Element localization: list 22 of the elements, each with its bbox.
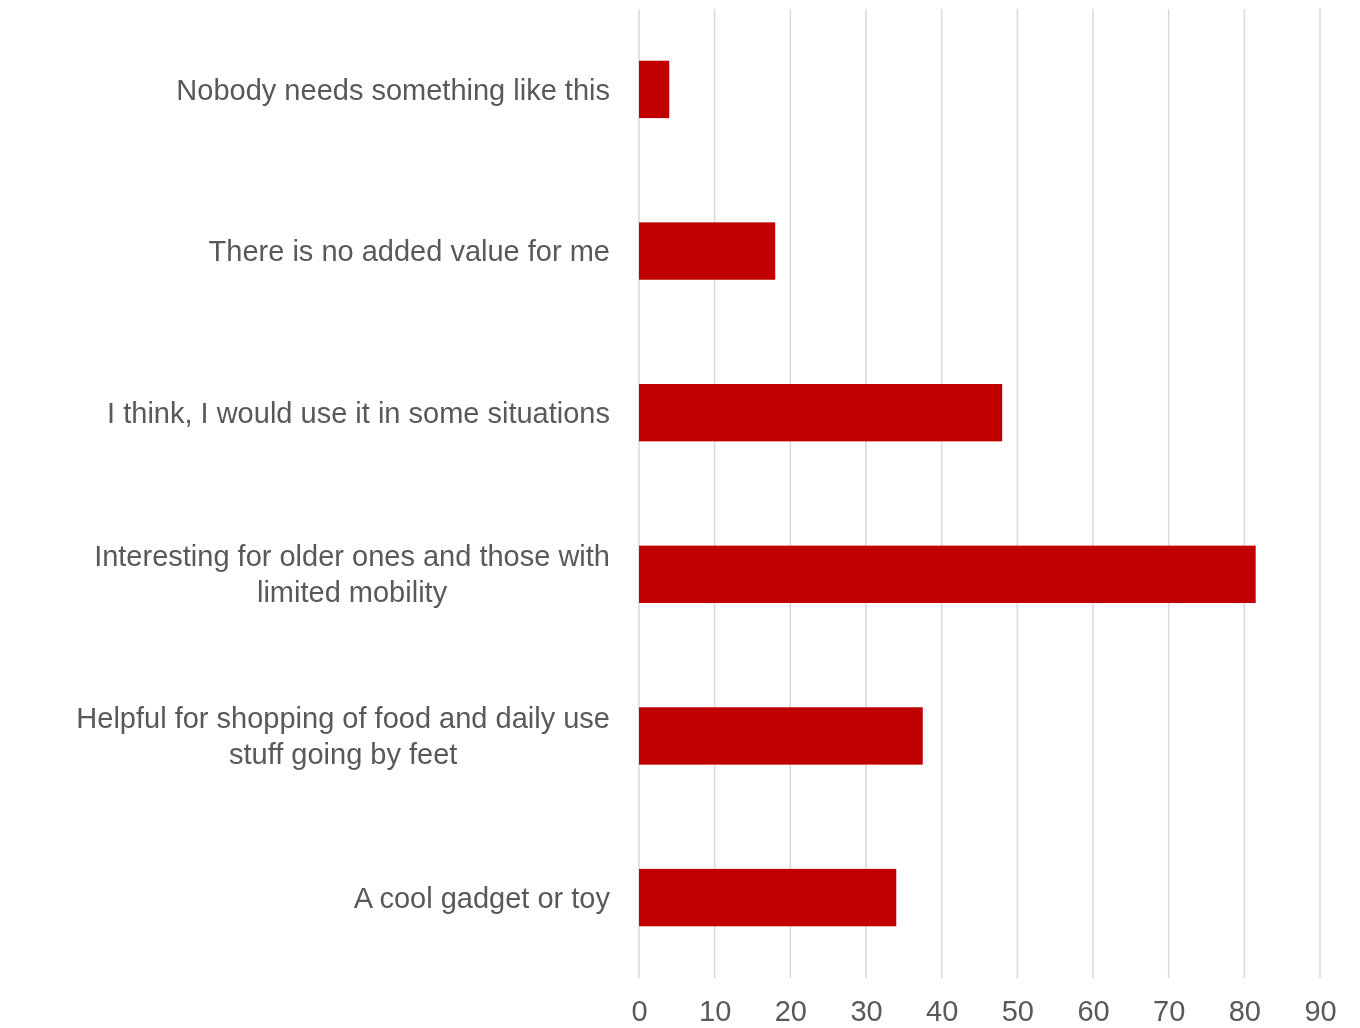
- bar: [639, 868, 897, 927]
- x-tick-label: 70: [1153, 994, 1186, 1027]
- bar: [639, 707, 923, 765]
- bar: [639, 545, 1256, 604]
- x-tick-label: 10: [699, 994, 732, 1027]
- x-tick-label: 80: [1228, 994, 1261, 1027]
- y-tick-label: Interesting for older ones and those with limited mobility: [94, 540, 610, 609]
- y-tick-label: Helpful for shopping of food and daily use stuff going by feet: [76, 702, 610, 771]
- x-tick-label: 0: [631, 994, 648, 1027]
- x-tick-label: 60: [1077, 994, 1110, 1027]
- x-tick-label: 40: [926, 994, 959, 1027]
- x-tick-label: 50: [1001, 994, 1034, 1027]
- y-tick-label: Nobody needs something like this: [176, 73, 610, 106]
- y-tick-label: I think, I would use it in some situations: [107, 396, 610, 429]
- y-tick-label: There is no added value for me: [208, 235, 610, 268]
- y-tick-label: A cool gadget or toy: [353, 881, 611, 914]
- x-tick-label: 30: [850, 994, 883, 1027]
- x-tick-label: 90: [1304, 994, 1337, 1027]
- x-tick-label: 20: [774, 994, 807, 1027]
- bar: [639, 383, 1003, 442]
- bar: [639, 222, 776, 280]
- bar: [639, 60, 670, 119]
